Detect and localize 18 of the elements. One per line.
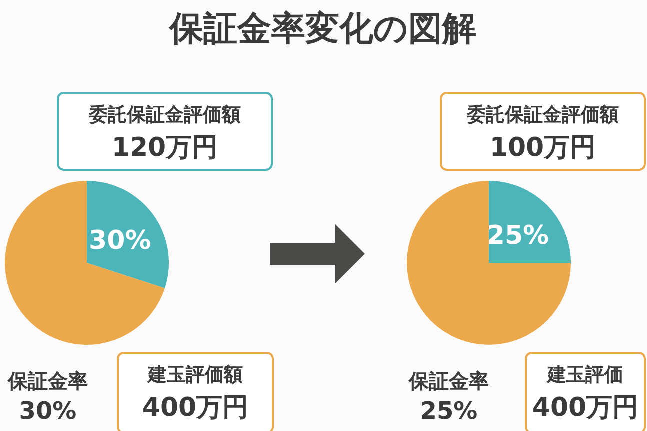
pie-slice [87, 181, 169, 288]
data-label: 30% [89, 226, 152, 256]
text: 建玉評価額 [146, 364, 243, 386]
text: 保証金率 [408, 369, 489, 393]
text: 保証金率 [7, 369, 88, 393]
text: 100万円 [490, 133, 596, 163]
text: 25% [420, 397, 478, 425]
text: 400万円 [142, 393, 249, 423]
text: 120万円 [112, 133, 218, 163]
pie-slice [407, 181, 571, 345]
text: 30% [19, 397, 77, 425]
text: 保証金率変化の図解 [168, 9, 476, 49]
text: 委託保証金評価額 [466, 104, 619, 126]
data-label: 25% [486, 221, 550, 252]
text: 委託保証金評価額 [88, 104, 241, 126]
text: 400万円 [532, 393, 639, 423]
pie-slice [5, 181, 165, 345]
text: 建玉評価 [546, 364, 624, 386]
